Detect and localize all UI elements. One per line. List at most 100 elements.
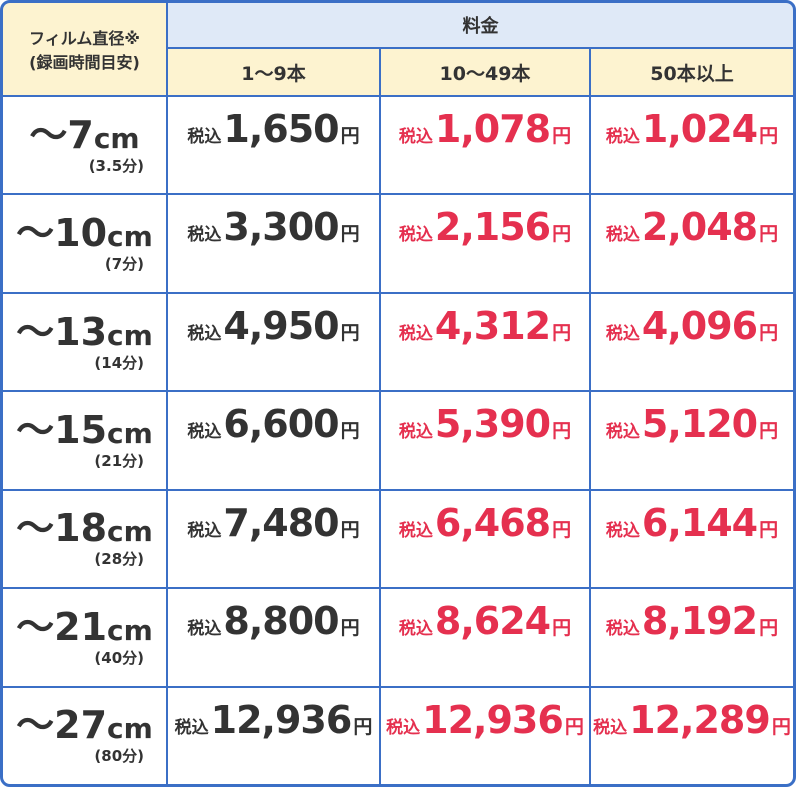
size-unit: cm (107, 515, 153, 549)
size-cell: 〜21cm (40分) (3, 589, 166, 686)
yen-unit: 円 (552, 420, 572, 443)
yen-unit: 円 (759, 420, 779, 443)
size-value: 〜21 (16, 604, 108, 649)
size-cell: 〜13cm (14分) (3, 293, 166, 391)
tax-label: 税込 (398, 619, 433, 640)
size-main: 〜15cm (16, 410, 153, 450)
size-main: 〜13cm (16, 312, 153, 352)
price: 4,950 (223, 303, 339, 348)
price: 8,800 (223, 599, 339, 644)
size-main: 〜7cm (29, 115, 139, 155)
yen-unit: 円 (340, 518, 360, 541)
size-main: 〜18cm (16, 508, 153, 548)
size-cell: 〜15cm (21分) (3, 392, 166, 489)
price-cell: 税込 2,156 円 (381, 195, 589, 292)
tax-label: 税込 (605, 619, 640, 640)
price: 1,078 (434, 107, 551, 151)
tax-label: 税込 (187, 225, 222, 246)
tax-label: 税込 (398, 225, 433, 246)
size-unit: cm (107, 613, 153, 647)
price: 12,936 (210, 697, 353, 742)
tax-label: 税込 (187, 127, 222, 147)
tax-label: 税込 (605, 323, 640, 344)
price: 12,936 (422, 697, 564, 742)
size-cell: 〜7cm (3.5分) (3, 97, 166, 194)
price-header: 料金 (168, 3, 793, 47)
recording-time: (3.5分) (88, 156, 144, 175)
recording-time: (40分) (94, 648, 144, 667)
price: 8,624 (434, 599, 551, 644)
yen-unit: 円 (759, 321, 779, 344)
yen-unit: 円 (759, 223, 779, 246)
size-main: 〜27cm (16, 705, 153, 745)
tax-label: 税込 (398, 323, 433, 344)
yen-unit: 円 (340, 321, 360, 344)
yen-unit: 円 (759, 125, 779, 147)
price-cell: 税込 8,192 円 (591, 589, 793, 686)
price: 2,048 (641, 205, 758, 250)
price: 5,390 (434, 402, 551, 447)
tax-label: 税込 (605, 520, 640, 541)
yen-unit: 円 (552, 518, 572, 541)
tax-label: 税込 (593, 717, 628, 738)
price: 4,096 (641, 303, 758, 348)
price-cell: 税込 3,300 円 (168, 195, 379, 292)
yen-unit: 円 (759, 617, 779, 640)
size-main: 〜21cm (16, 607, 153, 647)
size-value: 〜7 (29, 112, 94, 157)
size-unit: cm (107, 220, 153, 254)
tax-label: 税込 (605, 127, 640, 147)
price-cell: 税込 2,048 円 (591, 195, 793, 292)
recording-time: (21分) (94, 451, 144, 470)
tax-label: 税込 (187, 323, 222, 344)
recording-time: (14分) (94, 353, 144, 372)
recording-time: (28分) (94, 550, 144, 569)
price-cell: 税込 4,950 円 (168, 293, 379, 391)
tax-label: 税込 (398, 520, 433, 541)
size-value: 〜15 (16, 407, 108, 452)
price: 1,024 (641, 107, 758, 151)
price: 12,289 (629, 697, 771, 742)
tax-label: 税込 (386, 717, 421, 738)
size-cell: 〜27cm (80分) (3, 687, 166, 784)
tax-label: 税込 (398, 422, 433, 443)
price-cell: 税込 8,624 円 (381, 589, 589, 686)
size-value: 〜27 (16, 703, 108, 748)
price-cell: 税込 12,936 円 (168, 687, 379, 784)
price: 6,468 (434, 500, 551, 545)
size-cell: 〜18cm (28分) (3, 490, 166, 588)
size-cell: 〜10cm (7分) (3, 195, 166, 292)
price-cell: 税込 12,936 円 (381, 687, 589, 784)
size-value: 〜10 (16, 211, 108, 256)
price-cell: 税込 4,312 円 (381, 293, 589, 391)
price-cell: 税込 5,120 円 (591, 392, 793, 489)
yen-unit: 円 (353, 715, 373, 738)
size-header: フィルム直径※ (録画時間目安) (3, 3, 166, 95)
size-value: 〜18 (16, 506, 108, 551)
yen-unit: 円 (552, 125, 572, 147)
price: 2,156 (434, 205, 551, 250)
tax-label: 税込 (187, 619, 222, 640)
yen-unit: 円 (340, 125, 360, 147)
price-cell: 税込 6,144 円 (591, 490, 793, 588)
price-cell: 税込 5,390 円 (381, 392, 589, 489)
tax-label: 税込 (187, 422, 222, 443)
yen-unit: 円 (552, 223, 572, 246)
recording-time: (80分) (94, 747, 144, 766)
price: 6,600 (223, 402, 339, 447)
yen-unit: 円 (340, 223, 360, 246)
size-unit: cm (107, 318, 153, 352)
price: 8,192 (641, 599, 758, 644)
price: 7,480 (223, 500, 339, 545)
size-value: 〜13 (16, 309, 108, 354)
size-unit: cm (107, 712, 153, 746)
price: 3,300 (223, 205, 339, 250)
yen-unit: 円 (759, 518, 779, 541)
price: 5,120 (641, 402, 758, 447)
tax-label: 税込 (187, 520, 222, 541)
yen-unit: 円 (552, 617, 572, 640)
price: 4,312 (434, 303, 551, 348)
size-unit: cm (93, 121, 140, 155)
yen-unit: 円 (340, 420, 360, 443)
column-header: 50本以上 (591, 49, 793, 95)
